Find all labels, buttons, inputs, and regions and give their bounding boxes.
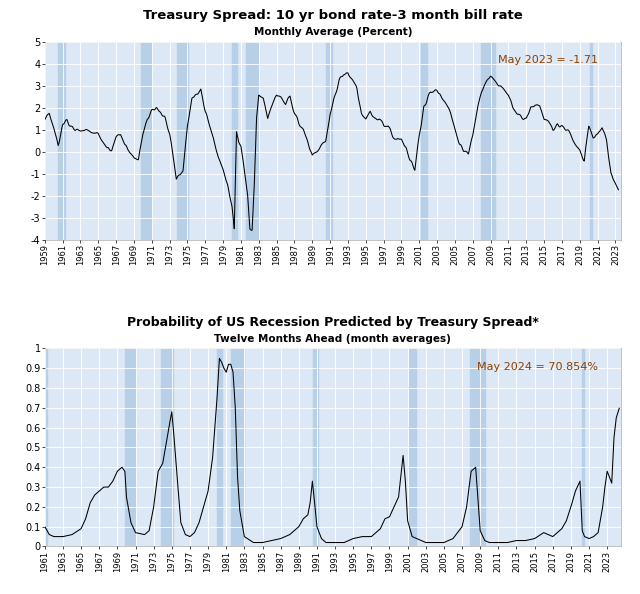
Bar (217, 349, 221, 546)
Bar (125, 349, 135, 546)
Bar (141, 42, 151, 239)
Bar (590, 42, 593, 239)
Bar (470, 349, 484, 546)
Bar (409, 349, 416, 546)
Bar (232, 42, 237, 239)
Text: Twelve Months Ahead (month averages): Twelve Months Ahead (month averages) (214, 333, 451, 343)
Bar (232, 349, 244, 546)
Text: Monthly Average (Percent): Monthly Average (Percent) (253, 27, 412, 37)
Bar (177, 42, 188, 239)
Bar (246, 42, 258, 239)
Bar (161, 349, 173, 546)
Bar (481, 42, 495, 239)
Bar (582, 349, 584, 546)
Text: Probability of US Recession Predicted by Treasury Spread*: Probability of US Recession Predicted by… (127, 315, 539, 328)
Text: May 2024 = 70.854%: May 2024 = 70.854% (477, 362, 598, 372)
Text: Treasury Spread: 10 yr bond rate-3 month bill rate: Treasury Spread: 10 yr bond rate-3 month… (143, 9, 523, 22)
Bar (40, 349, 47, 546)
Text: May 2023 = -1.71: May 2023 = -1.71 (498, 55, 598, 65)
Bar (58, 42, 65, 239)
Bar (313, 349, 319, 546)
Bar (421, 42, 428, 239)
Bar (326, 42, 332, 239)
